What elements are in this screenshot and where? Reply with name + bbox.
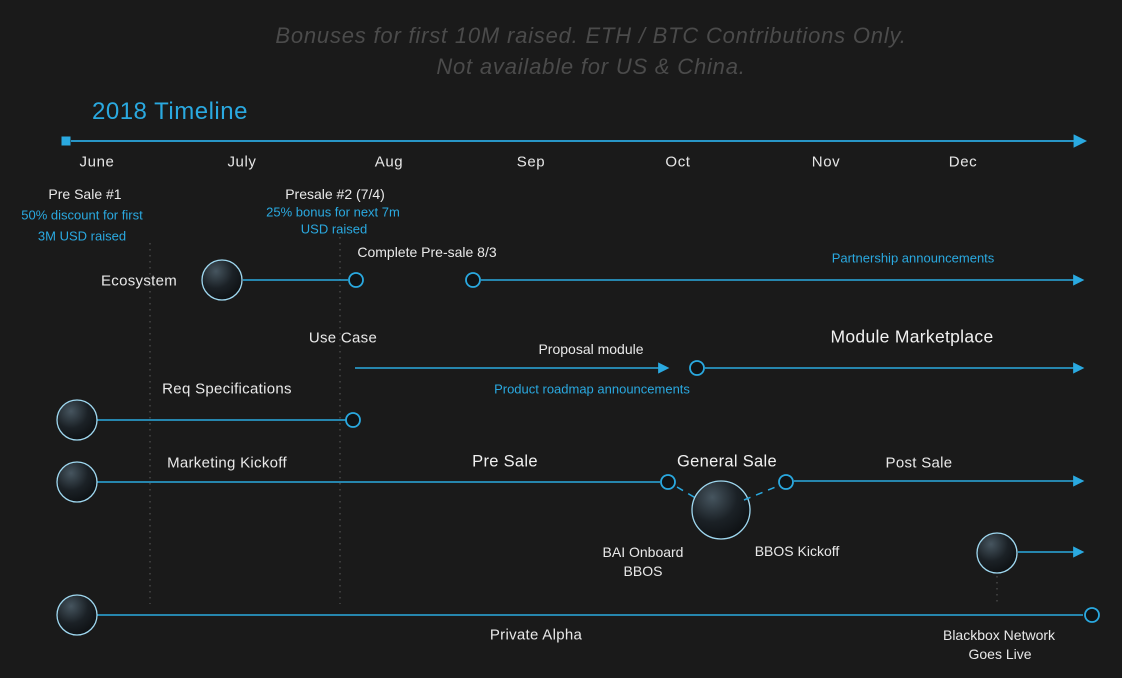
month-label-nov: Nov [811, 153, 841, 171]
product-roadmap-label: Product roadmap announcements [494, 381, 690, 397]
month-label-june: June [79, 153, 115, 171]
generalsale-dash-right [743, 485, 779, 501]
bai-onboard-label-line1: BAI Onboard [602, 544, 684, 560]
use-case-label: Use Case [308, 329, 378, 347]
month-label-dec: Dec [948, 153, 978, 171]
usecase-milestone [689, 360, 705, 376]
header-note-line1: Bonuses for first 10M raised. ETH / BTC … [275, 23, 907, 48]
reqspec-sphere [56, 399, 98, 441]
presale2-sub1: 25% bonus for next 7m [266, 204, 400, 220]
marketing-sphere [56, 461, 98, 503]
bbos-kickoff-label: BBOS Kickoff [754, 543, 840, 559]
axis-start-marker [61, 136, 71, 146]
pre-sale-label: Pre Sale [472, 452, 538, 471]
ecosystem-milestone-2 [465, 272, 481, 288]
page-title: 2018 Timeline [92, 98, 248, 125]
presale1-sub2: 3M USD raised [37, 228, 127, 244]
postsale-start-milestone [778, 474, 794, 490]
reqspec-milestone [345, 412, 361, 428]
month-label-sep: Sep [516, 153, 546, 171]
presale2-sub2: USD raised [300, 221, 368, 237]
ecosystem-label: Ecosystem [100, 272, 178, 290]
ecosystem-milestone-1 [348, 272, 364, 288]
blackbox-label-line2: Goes Live [968, 646, 1032, 662]
month-label-oct: Oct [665, 153, 691, 171]
partnership-label: Partnership announcements [831, 250, 995, 266]
complete-presale-label: Complete Pre-sale 8/3 [357, 244, 497, 260]
proposal-module-label: Proposal module [538, 341, 644, 357]
presale-end-milestone [660, 474, 676, 490]
private-alpha-label: Private Alpha [489, 626, 583, 644]
req-specifications-label: Req Specifications [162, 380, 292, 398]
privatealpha-end-milestone [1084, 607, 1100, 623]
module-marketplace-label: Module Marketplace [830, 326, 994, 347]
blackbox-sphere [976, 532, 1018, 574]
post-sale-label: Post Sale [885, 454, 953, 472]
generalsale-dash-left [676, 486, 700, 501]
marketing-kickoff-label: Marketing Kickoff [167, 454, 287, 472]
privatealpha-sphere [56, 594, 98, 636]
presale1-title: Pre Sale #1 [48, 186, 122, 202]
blackbox-label-line1: Blackbox Network [942, 627, 1056, 643]
presale2-title: Presale #2 (7/4) [285, 186, 385, 202]
ecosystem-sphere [201, 259, 243, 301]
general-sale-sphere [691, 480, 751, 540]
bai-onboard-label-line2: BBOS [623, 563, 663, 579]
header-note-line2: Not available for US & China. [436, 54, 746, 79]
presale1-sub1: 50% discount for first [21, 207, 143, 223]
month-label-july: July [227, 153, 257, 171]
month-label-aug: Aug [374, 153, 404, 171]
general-sale-label: General Sale [677, 452, 777, 471]
